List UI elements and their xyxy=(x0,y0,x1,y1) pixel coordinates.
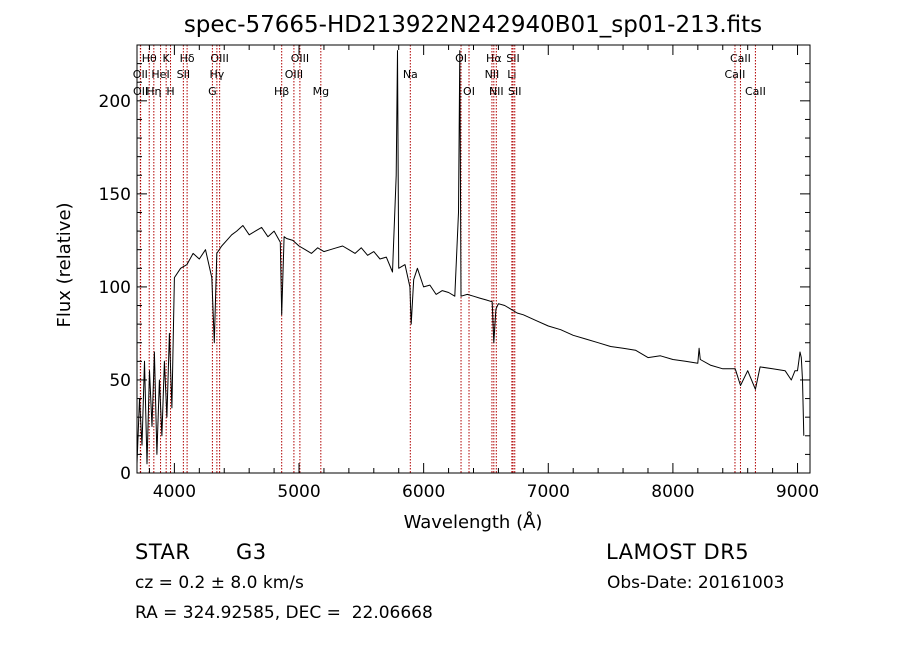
y-tick-label: 200 xyxy=(99,92,131,112)
coordinates: RA = 324.92585, DEC = 22.06668 xyxy=(135,603,433,623)
spectrum-line xyxy=(136,50,805,465)
x-tick-label: 7000 xyxy=(527,482,570,502)
line-marker-label: SII xyxy=(508,85,521,98)
x-tick-label: 6000 xyxy=(402,482,445,502)
x-tick-label: 4000 xyxy=(153,482,196,502)
y-tick-label: 0 xyxy=(120,464,131,484)
line-marker-label: HeI xyxy=(151,68,169,81)
object-type: STAR xyxy=(135,540,191,564)
line-marker-label: OI xyxy=(463,85,475,98)
spectrum-series xyxy=(136,50,805,465)
x-tick-label: 8000 xyxy=(651,482,694,502)
line-marker-label: SII xyxy=(177,68,190,81)
x-tick-label: 5000 xyxy=(277,482,320,502)
obs-date: Obs-Date: 20161003 xyxy=(607,573,785,593)
line-marker-label: OI xyxy=(455,52,467,65)
line-marker-label: Hα xyxy=(486,52,502,65)
line-marker-label: H xyxy=(166,85,174,98)
y-axis-label: Flux (relative) xyxy=(54,202,75,327)
survey-name: LAMOST DR5 xyxy=(606,540,750,564)
line-marker-label: Hβ xyxy=(274,85,289,98)
line-marker-label: Li xyxy=(507,68,516,81)
line-marker-label: K xyxy=(163,52,171,65)
line-marker-label: SII xyxy=(506,52,519,65)
line-marker-label: Hδ xyxy=(180,52,195,65)
chart-title: spec-57665-HD213922N242940B01_sp01-213.f… xyxy=(184,12,762,38)
line-marker-label: OIII xyxy=(285,68,303,81)
line-marker-label: Na xyxy=(403,68,418,81)
line-marker-label: Mg xyxy=(313,85,329,98)
line-marker-label: Hθ xyxy=(142,52,157,65)
subclass: G3 xyxy=(236,540,267,564)
plot-frame xyxy=(136,44,811,474)
y-tick-label: 100 xyxy=(99,278,131,298)
line-marker-label: OIII xyxy=(291,52,309,65)
line-marker-label: Hγ xyxy=(209,68,224,81)
line-marker-label: CaII xyxy=(725,68,746,81)
line-marker-label: CaII xyxy=(730,52,751,65)
y-tick-label: 50 xyxy=(109,371,131,391)
line-marker-label: NII xyxy=(485,68,500,81)
line-marker-label: CaII xyxy=(745,85,766,98)
redshift-readout: cz = 0.2 ± 8.0 km/s xyxy=(135,573,304,593)
x-axis: 4000 5000 6000 7000 8000 9000 xyxy=(148,45,819,502)
line-marker-label: NII xyxy=(489,85,504,98)
x-tick-label: 9000 xyxy=(776,482,819,502)
line-marker-label: Hη xyxy=(146,85,161,98)
y-axis: 0 50 100 150 200 xyxy=(99,63,810,484)
y-tick-label: 150 xyxy=(99,185,131,205)
line-marker-label: G xyxy=(208,85,217,98)
line-marker-label: OIII xyxy=(210,52,228,65)
x-axis-label: Wavelength (Å) xyxy=(404,511,543,533)
